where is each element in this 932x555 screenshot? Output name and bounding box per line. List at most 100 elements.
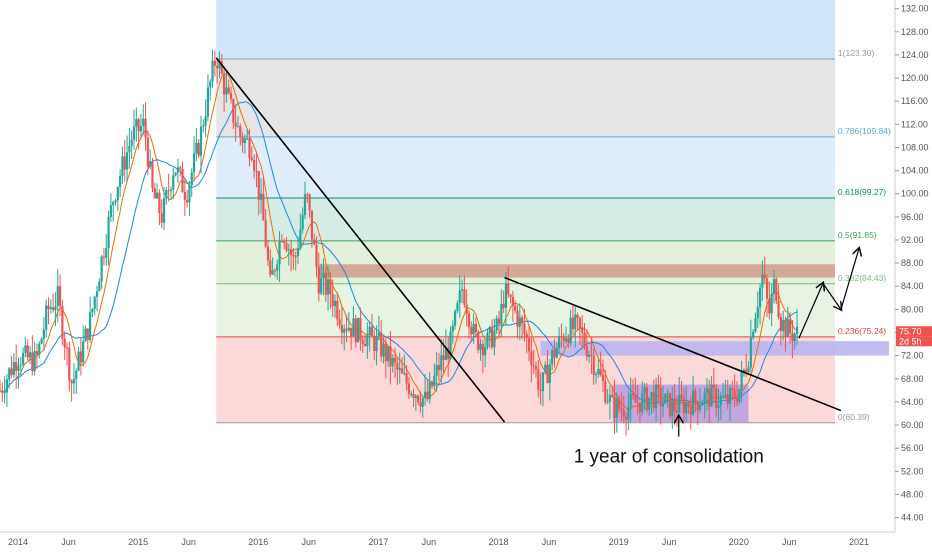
candle-body [63,338,66,348]
candle-body [17,365,20,371]
projection-arrow-seg-1 [822,283,841,309]
candle-body [523,323,526,334]
candle-body [664,393,667,404]
candle-body [352,318,355,337]
candle-body [266,246,270,261]
candle-body [338,319,341,325]
candle-body [22,352,25,365]
candle-body [241,136,244,144]
candle-body [269,260,272,275]
candle-body [539,389,542,392]
candle-body [370,326,374,336]
y-tick-label: 108.00 [901,142,929,152]
candle-body [98,281,101,292]
candle-body [615,399,618,419]
ma-slow-line [0,101,798,405]
candle-body [594,374,598,376]
candle-body [216,65,219,69]
candle-body [26,345,29,358]
candle-body [199,126,203,156]
candle-body [599,369,602,376]
candle-body [5,379,9,393]
x-tick-label: Jun [422,537,437,547]
candle-body [673,400,676,411]
candle-body [239,126,242,137]
candle-body [606,401,609,403]
candle-body [135,119,138,127]
candle-body [243,138,246,144]
candle-body [682,398,685,414]
price-badge [896,326,932,337]
candle-body [694,390,697,402]
candle-body [202,125,205,127]
y-tick-label: 100.00 [901,189,929,199]
x-tick-label: Jun [301,537,316,547]
candle-body [534,366,538,370]
candle-body [19,364,22,366]
candle-body [497,318,501,324]
candle-body [685,402,688,414]
candle-body [273,270,277,272]
candle-body [264,220,267,247]
candle-body [236,126,240,128]
candle-body [12,362,15,375]
candle-body [629,393,632,407]
candle-body [486,332,489,348]
candle-body [142,118,145,127]
candle-body [564,338,568,342]
candle-body [719,396,722,406]
candle-body [153,188,156,199]
candle-body [174,172,177,176]
candle-body [356,318,360,343]
candle-body [389,346,392,367]
candle-body [701,403,704,406]
candle-body [532,365,535,367]
y-tick-label: 104.00 [901,166,929,176]
candle-body [158,192,161,214]
candle-body [585,345,588,357]
candle-body [380,332,383,357]
candle-body [611,394,614,397]
y-tick-label: 116.00 [901,96,928,106]
candle-body [761,274,764,288]
candle-body [149,161,152,167]
y-tick-label: 80.00 [901,304,924,314]
candle-body [747,367,750,372]
candle-body [86,328,89,340]
candle-body [375,336,378,352]
candle-body [502,303,505,308]
candle-body [33,350,36,372]
candle-body [521,317,524,324]
candle-body [222,73,226,95]
candle-body [435,365,438,376]
candle-body [137,119,140,132]
candle-body [206,87,210,117]
fib-label-0.382: 0.382(84.43) [838,273,886,283]
candle-body [791,333,794,342]
candle-body [740,371,743,390]
candle-body [571,317,575,330]
candle-body [440,355,443,371]
candle-body [421,398,424,407]
candle-body [313,239,316,245]
candle-body [91,308,94,313]
candle-body [650,392,653,398]
candle-body [165,190,168,199]
candle-body [125,152,129,170]
candle-body [220,61,223,74]
candle-body [308,194,311,211]
candle-body [551,350,554,365]
fib-label-0.236: 0.236(75.24) [838,326,886,336]
candle-body [343,328,346,333]
candle-body [666,393,669,395]
candle-body [793,333,796,342]
fib-label-0.786: 0.786(109.84) [838,126,891,136]
candle-body [75,370,78,380]
candle-body [548,364,551,383]
y-tick-label: 44.00 [901,513,924,523]
candle-body [588,354,591,357]
candle-body [123,156,126,170]
candle-body [340,324,344,333]
candle-body [232,99,235,123]
